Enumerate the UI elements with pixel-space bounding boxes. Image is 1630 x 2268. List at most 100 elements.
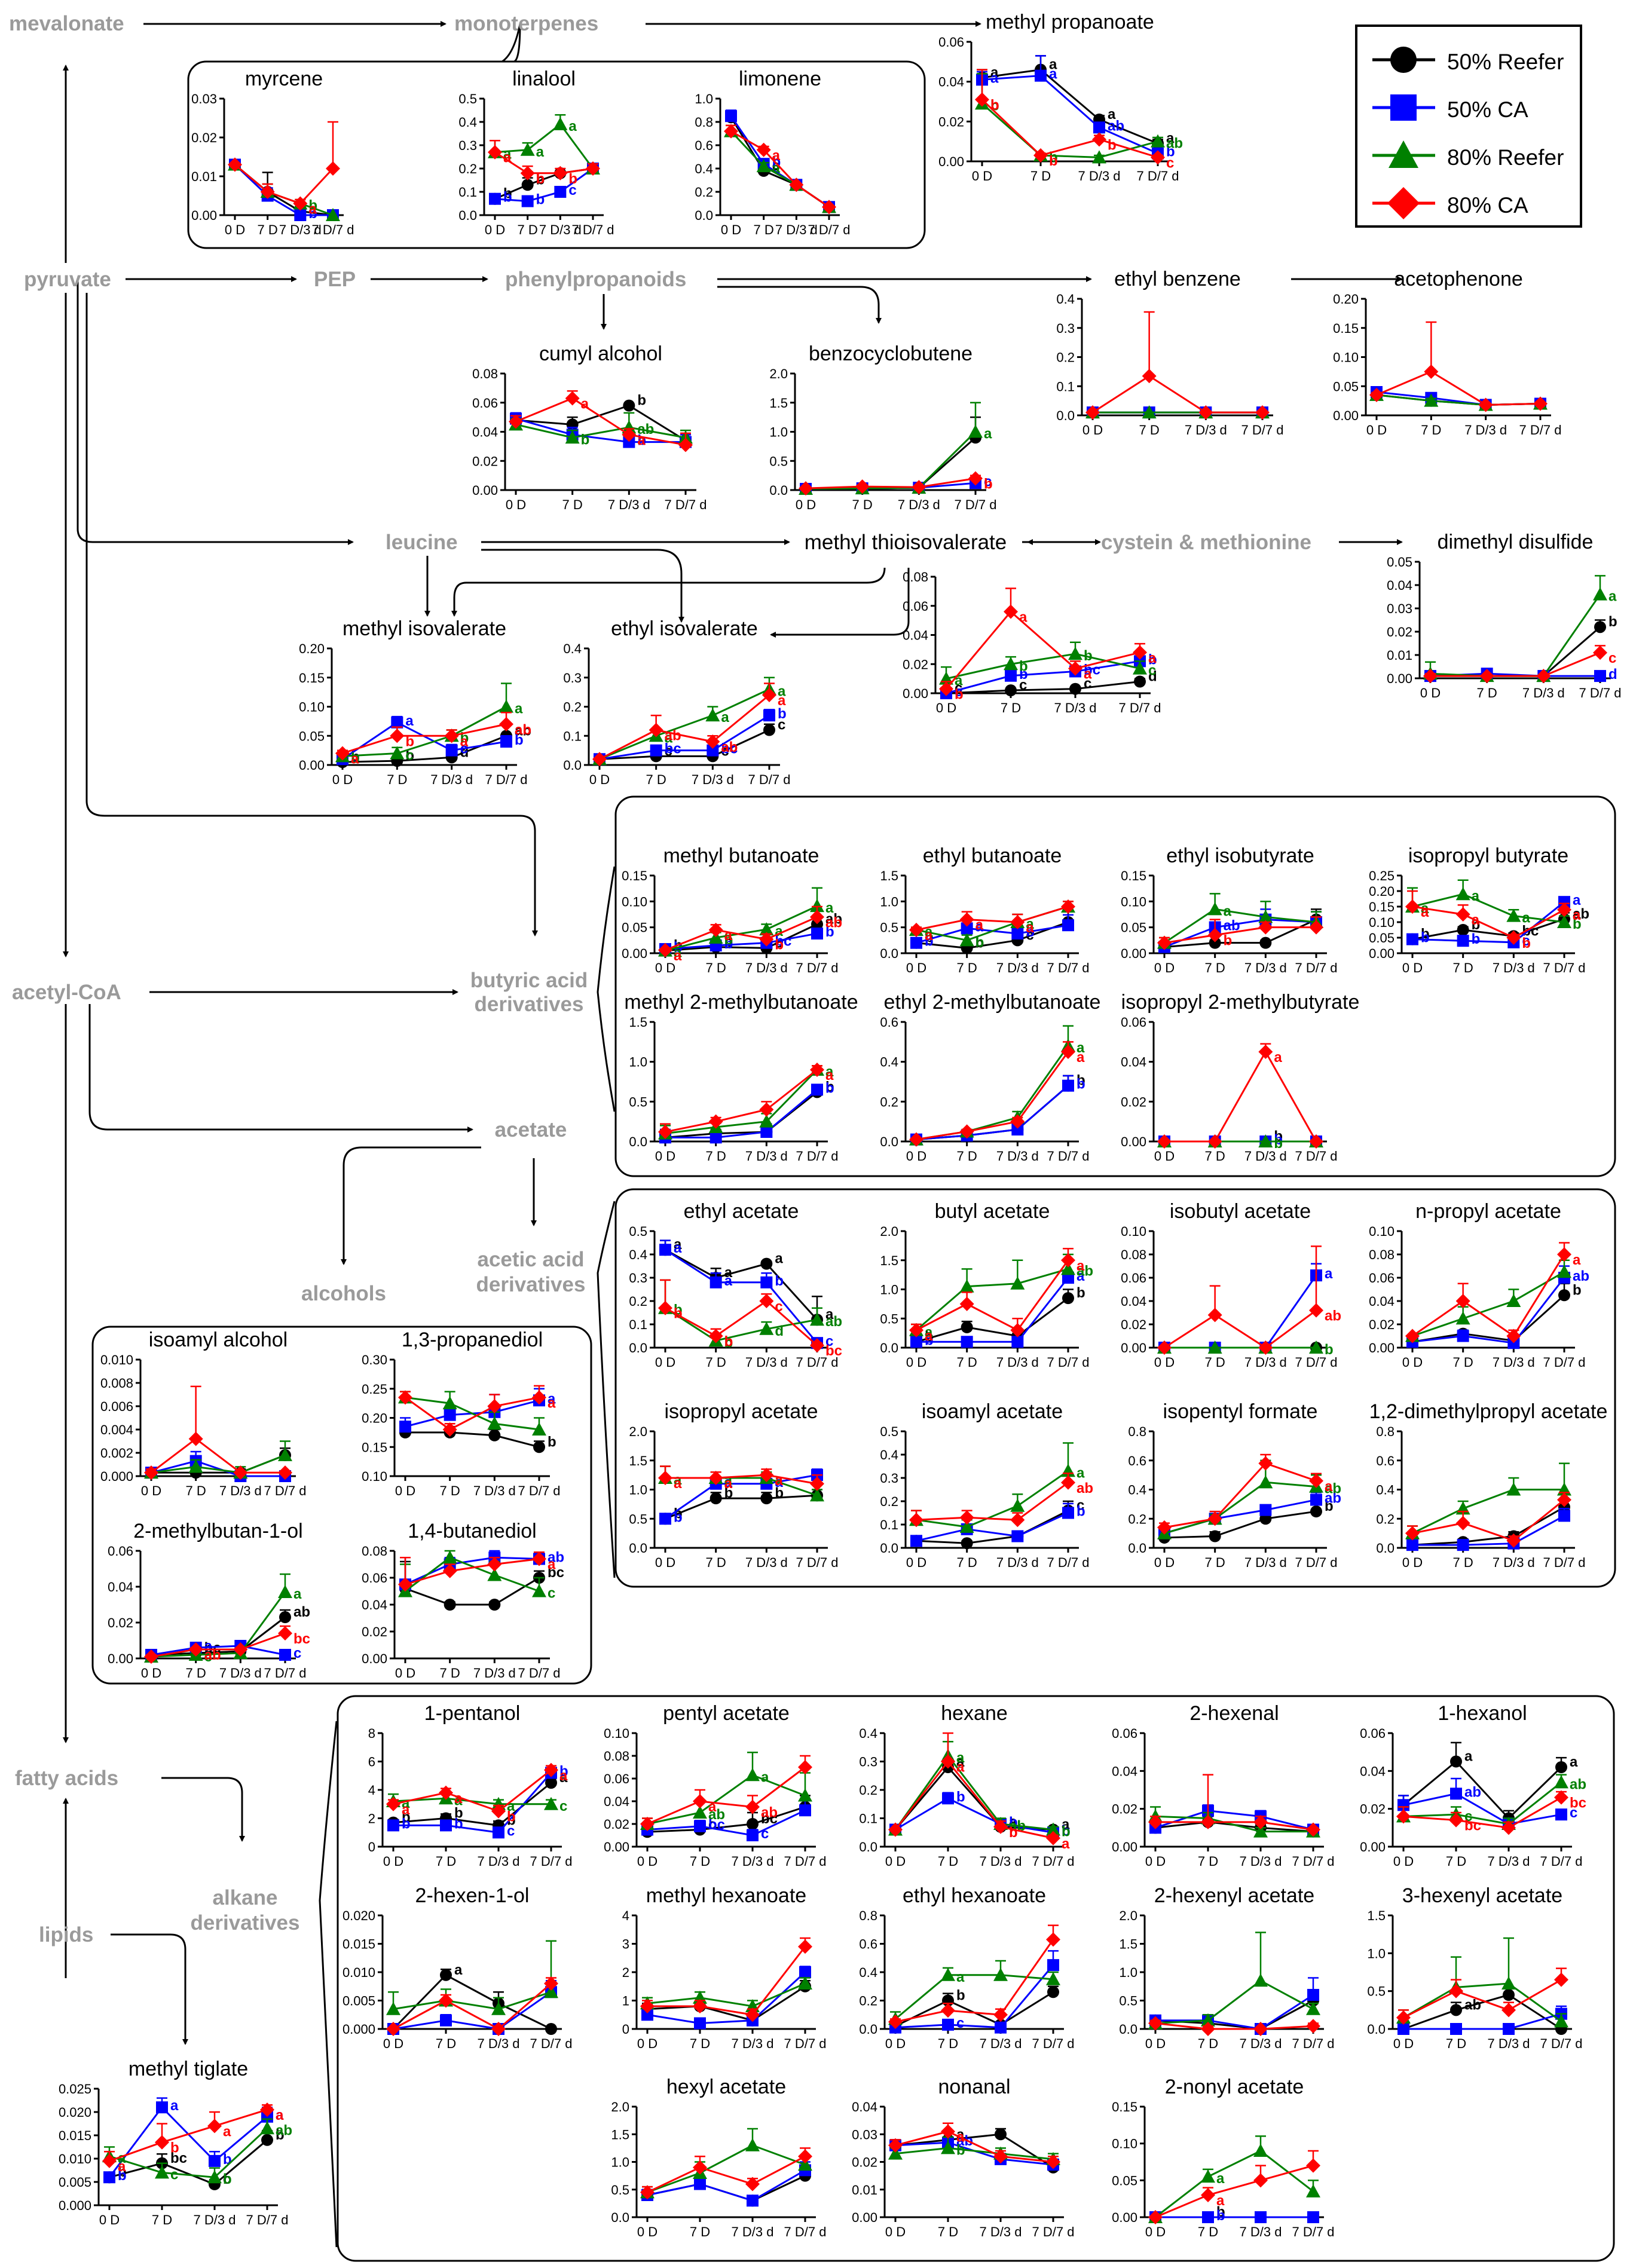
significance-label: b — [1077, 1285, 1085, 1301]
significance-label: b — [536, 172, 545, 188]
chart-panel: 2-hexen-1-ol 0.000 0.005 0.010 0.015 0.020 0 D… — [342, 1884, 573, 2051]
significance-label: c — [761, 1826, 769, 1842]
y-tick-label: 0.06 — [1121, 1015, 1146, 1030]
data-point — [1259, 936, 1272, 949]
data-point — [442, 1550, 457, 1564]
data-point — [1010, 1513, 1025, 1528]
data-point — [1457, 1539, 1469, 1551]
data-point — [1253, 1814, 1268, 1829]
y-tick-label: 0.00 — [1121, 1340, 1146, 1355]
x-tick-label: 7 D — [186, 1483, 206, 1498]
chart-title: acetophenone — [1394, 268, 1523, 290]
data-point — [1069, 682, 1081, 695]
series-line — [730, 130, 830, 208]
x-tick-label: 7 D/7 d — [796, 960, 839, 975]
y-tick-label: 0.020 — [342, 1908, 375, 1923]
series-line — [1403, 2013, 1562, 2030]
data-point — [745, 2138, 760, 2151]
data-point — [993, 2007, 1008, 2022]
y-tick-label: 0.00 — [604, 1840, 629, 1854]
y-tick-label: 0.08 — [472, 366, 498, 381]
significance-label: ab — [825, 911, 842, 927]
series-line — [599, 694, 770, 760]
significance-label: a — [1019, 610, 1027, 626]
data-point — [1207, 1308, 1222, 1323]
y-tick-label: 0.10 — [604, 1726, 629, 1741]
x-tick-label: 7 D/7 d — [784, 2036, 827, 2051]
series-line — [981, 69, 1158, 145]
significance-label: a — [1472, 888, 1480, 904]
significance-label: b — [581, 431, 590, 448]
significance-label: b — [1224, 933, 1233, 949]
data-point — [708, 923, 723, 937]
y-tick-label: 0.000 — [342, 2022, 375, 2037]
significance-label: a — [118, 2150, 126, 2166]
chart-panel: isopropyl 2-methylbutyrate 0.00 0.02 0.04 0.… — [1121, 991, 1359, 1164]
y-tick-label: 0.5 — [629, 1094, 647, 1109]
series-line — [494, 167, 594, 203]
data-point — [442, 1396, 457, 1410]
data-point — [1148, 1814, 1163, 1829]
data-point — [278, 1465, 292, 1480]
series-line — [405, 1431, 540, 1448]
significance-label: a — [1573, 892, 1581, 908]
y-tick-label: 0.00 — [1360, 1840, 1386, 1854]
significance-label: a — [761, 1769, 769, 1785]
x-tick-label: 7 D/3 d — [1240, 2036, 1282, 2051]
x-tick-label: 7 D — [706, 960, 726, 975]
y-tick-label: 0.1 — [629, 1317, 647, 1332]
y-tick-label: 0.4 — [695, 161, 713, 176]
significance-label: c — [1464, 1808, 1472, 1825]
x-tick-label: 7 D/3 d — [608, 497, 650, 512]
data-point — [1148, 2210, 1163, 2224]
series-line — [1164, 1462, 1317, 1529]
significance-label: b — [637, 393, 646, 409]
series-line — [647, 1766, 806, 1825]
data-point — [144, 1465, 158, 1480]
series-line — [647, 1809, 806, 1837]
x-tick-label: 7 D/3 d — [473, 1483, 516, 1498]
significance-label: c — [955, 680, 962, 696]
chart-panel: 2-methylbutan-1-ol 0.00 0.02 0.04 0.06 0 D 7 D… — [108, 1520, 310, 1681]
significance-label: b — [724, 1334, 733, 1350]
chart-panel: isopropyl butyrate 0.000.050.100.150.200.… — [1369, 844, 1589, 975]
node-leucine: leucine — [386, 531, 458, 554]
data-point — [756, 142, 771, 157]
series-line — [1412, 893, 1565, 923]
x-tick-label: 7 D/3 d — [430, 772, 473, 787]
data-point — [1557, 1265, 1571, 1278]
data-point — [1207, 1134, 1222, 1149]
data-point — [760, 1492, 773, 1505]
data-point — [1253, 1973, 1268, 1987]
series-line — [393, 1982, 552, 2030]
chart-title: methyl tiglate — [129, 2058, 248, 2080]
series-line — [647, 1946, 806, 2016]
y-tick-label: 0.15 — [1121, 868, 1146, 883]
data-point — [1201, 2013, 1215, 2027]
data-point — [521, 195, 534, 207]
series-line — [916, 1482, 1069, 1521]
data-point — [756, 159, 771, 173]
data-point — [444, 729, 459, 743]
x-tick-label: 7 D — [1205, 1355, 1225, 1370]
significance-label: ab — [293, 1604, 310, 1620]
series-line — [1403, 1796, 1562, 1829]
significance-label: c — [1166, 155, 1174, 171]
data-point — [747, 1829, 759, 1841]
x-tick-label: 0 D — [1082, 423, 1103, 437]
x-tick-label: 7 D — [1205, 1555, 1225, 1570]
data-point — [1501, 1976, 1516, 1990]
node-methyl-thioisovalerate: methyl thioisovalerate — [804, 531, 1007, 554]
x-tick-label: 7 D/7 d — [518, 1666, 561, 1681]
series-line — [805, 431, 977, 490]
x-tick-label: 7 D/7 d — [1295, 1355, 1338, 1370]
data-point — [440, 2014, 452, 2027]
significance-label: bc — [775, 933, 791, 950]
chart-title: hexane — [941, 1702, 1008, 1725]
significance-label: a — [118, 2159, 126, 2175]
significance-label: b — [990, 97, 999, 114]
legend-label: 50% CA — [1447, 97, 1528, 122]
x-tick-label: 7 D/7 d — [1540, 1854, 1583, 1869]
y-tick-label: 0.06 — [362, 1571, 387, 1586]
data-point — [207, 2170, 222, 2184]
